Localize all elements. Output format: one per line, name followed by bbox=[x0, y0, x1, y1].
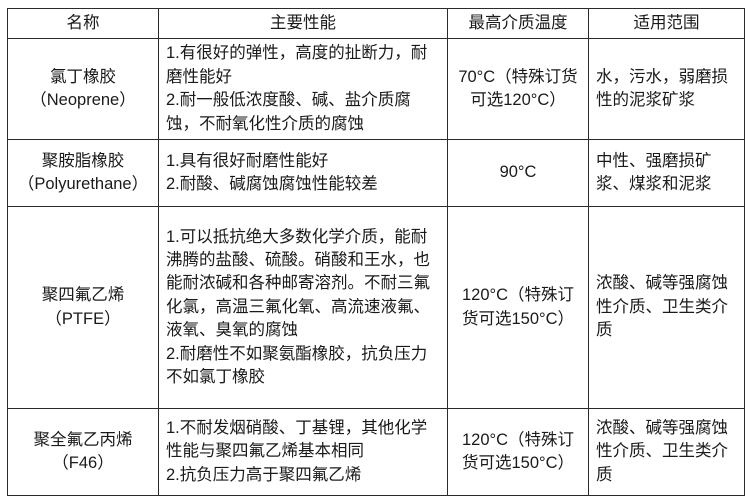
cell-max-temperature: 70°C（特殊订货可选120°C） bbox=[447, 38, 589, 141]
cell-application-scope: 水，污水，弱磨损性的泥浆矿浆 bbox=[588, 38, 745, 141]
column-header-name: 名称 bbox=[7, 7, 159, 40]
cell-material-name: 聚全氟乙丙烯 （F46） bbox=[7, 408, 159, 496]
column-header-main-properties: 主要性能 bbox=[158, 7, 448, 40]
table-row: 聚胺脂橡胶 （Polyurethane） 1.具有很好耐磨性能好 2.耐酸、碱腐… bbox=[7, 139, 745, 208]
table-body: 氯丁橡胶 （Neoprene） 1.有很好的弹性，高度的扯断力，耐磨性能好 2.… bbox=[7, 38, 745, 496]
column-header-application-scope: 适用范围 bbox=[588, 7, 745, 40]
cell-max-temperature: 120°C（特殊订货可选150°C） bbox=[447, 206, 589, 410]
cell-material-name: 氯丁橡胶 （Neoprene） bbox=[7, 38, 159, 141]
cell-max-temperature: 90°C bbox=[447, 139, 589, 208]
cell-main-properties: 1.具有很好耐磨性能好 2.耐酸、碱腐蚀腐蚀性能较差 bbox=[158, 139, 448, 208]
cell-material-name: 聚四氟乙烯 （PTFE） bbox=[7, 206, 159, 410]
lining-material-spec-table: 名称 主要性能 最高介质温度 适用范围 氯丁橡胶 （Neoprene） 1.有很… bbox=[7, 7, 745, 496]
cell-material-name: 聚胺脂橡胶 （Polyurethane） bbox=[7, 139, 159, 208]
cell-application-scope: 浓酸、碱等强腐蚀性介质、卫生类介质 bbox=[588, 408, 745, 496]
cell-application-scope: 中性、强磨损矿浆、煤浆和泥浆 bbox=[588, 139, 745, 208]
table-row: 聚四氟乙烯 （PTFE） 1.可以抵抗绝大多数化学介质，能耐沸腾的盐酸、硫酸。硝… bbox=[7, 206, 745, 410]
cell-main-properties: 1.不耐发烟硝酸、丁基锂，其他化学性能与聚四氟乙烯基本相同 2.抗负压力高于聚四… bbox=[158, 408, 448, 496]
cell-application-scope: 浓酸、碱等强腐蚀性介质、卫生类介质 bbox=[588, 206, 745, 410]
spec-table-container: 名称 主要性能 最高介质温度 适用范围 氯丁橡胶 （Neoprene） 1.有很… bbox=[7, 7, 745, 496]
table-row: 聚全氟乙丙烯 （F46） 1.不耐发烟硝酸、丁基锂，其他化学性能与聚四氟乙烯基本… bbox=[7, 408, 745, 496]
table-header: 名称 主要性能 最高介质温度 适用范围 bbox=[7, 7, 745, 40]
cell-main-properties: 1.有很好的弹性，高度的扯断力，耐磨性能好 2.耐一般低浓度酸、碱、盐介质腐蚀，… bbox=[158, 38, 448, 141]
column-header-max-medium-temperature: 最高介质温度 bbox=[447, 7, 589, 40]
table-row: 氯丁橡胶 （Neoprene） 1.有很好的弹性，高度的扯断力，耐磨性能好 2.… bbox=[7, 38, 745, 141]
cell-main-properties: 1.可以抵抗绝大多数化学介质，能耐沸腾的盐酸、硫酸。硝酸和王水，也能耐浓碱和各种… bbox=[158, 206, 448, 410]
header-row: 名称 主要性能 最高介质温度 适用范围 bbox=[7, 7, 745, 40]
